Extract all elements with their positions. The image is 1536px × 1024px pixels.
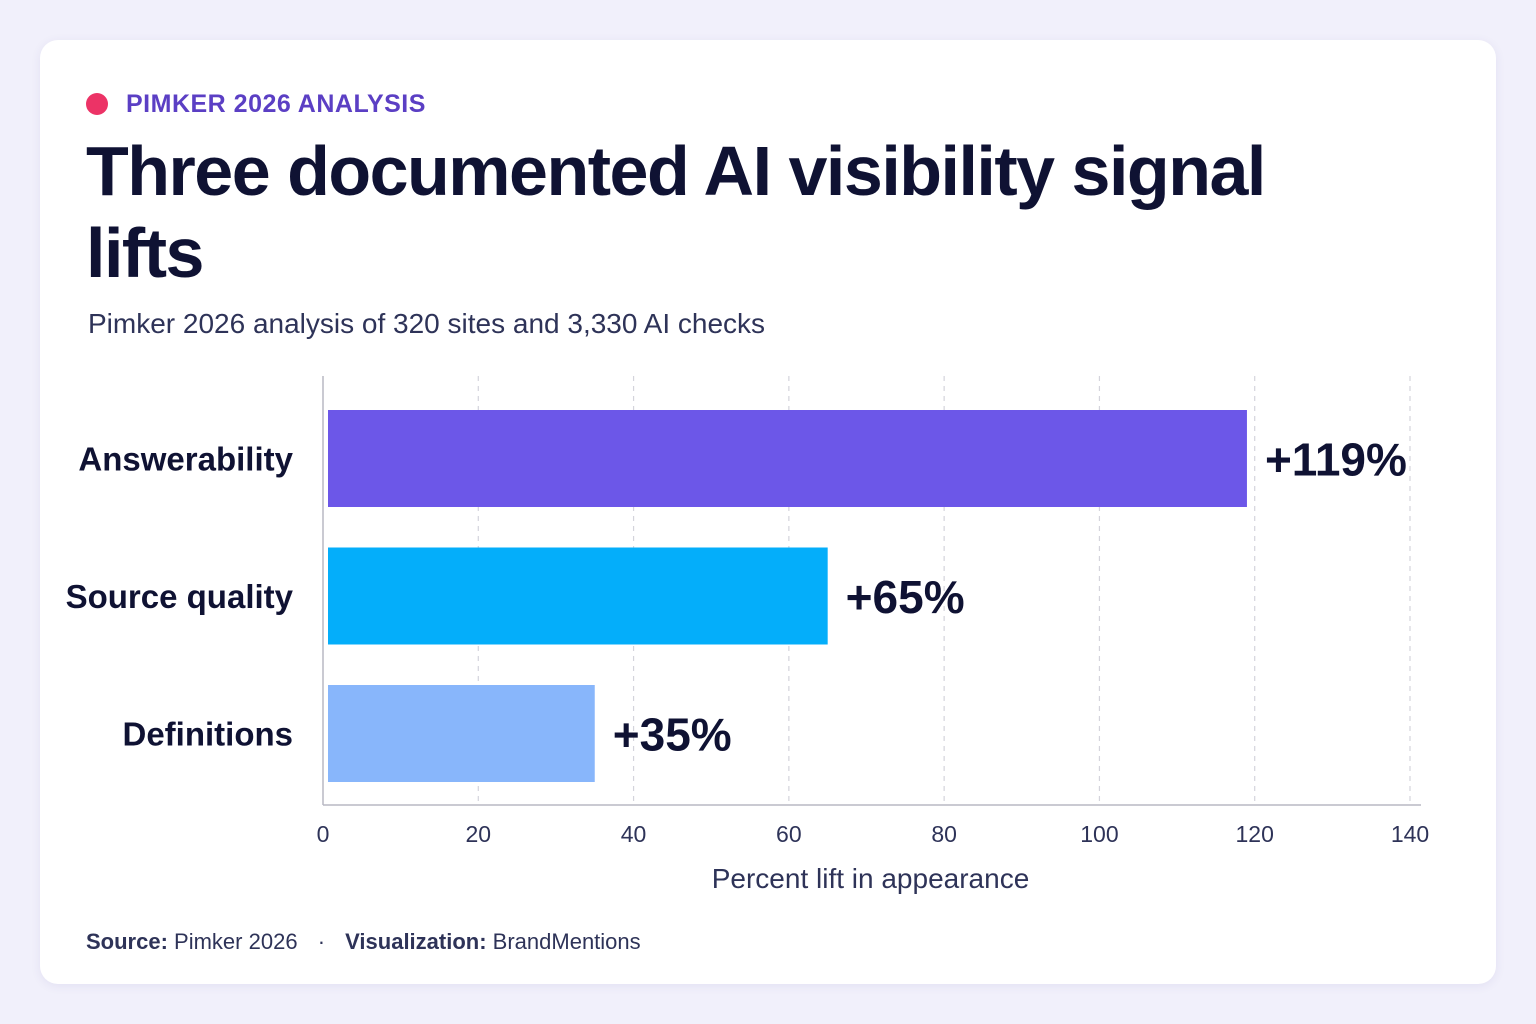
x-tick-label: 140 [1391, 821, 1429, 847]
x-tick-label: 100 [1080, 821, 1118, 847]
category-label: Answerability [78, 441, 293, 478]
visualization-value: BrandMentions [492, 929, 641, 954]
category-label: Source quality [66, 578, 294, 615]
chart-card [40, 40, 1496, 984]
visualization-label: Visualization: [345, 929, 487, 954]
chart-subtitle: Pimker 2026 analysis of 320 sites and 3,… [88, 308, 766, 339]
accent-dot-icon [86, 93, 108, 115]
bar [328, 685, 595, 782]
source-label: Source: [86, 929, 168, 954]
category-label: Definitions [123, 716, 294, 753]
value-label: +35% [613, 709, 732, 761]
x-tick-label: 20 [465, 821, 491, 847]
bar [328, 547, 828, 645]
bar [328, 410, 1247, 507]
chart-title: Three documented AI visibility signal li… [86, 132, 1266, 292]
footer: Source: Pimker 2026 · Visualization: Bra… [86, 929, 641, 955]
footer-separator: · [317, 929, 326, 954]
x-tick-label: 80 [931, 821, 957, 847]
source-value: Pimker 2026 [174, 929, 298, 954]
eyebrow-label: PIMKER 2026 ANALYSIS [126, 89, 426, 118]
eyebrow: PIMKER 2026 ANALYSIS [86, 88, 426, 120]
value-label: +119% [1265, 434, 1407, 486]
x-axis-title: Percent lift in appearance [712, 863, 1030, 894]
x-tick-label: 60 [776, 821, 802, 847]
x-tick-label: 0 [317, 821, 330, 847]
value-label: +65% [846, 571, 965, 623]
x-tick-label: 120 [1236, 821, 1274, 847]
x-tick-label: 40 [621, 821, 647, 847]
